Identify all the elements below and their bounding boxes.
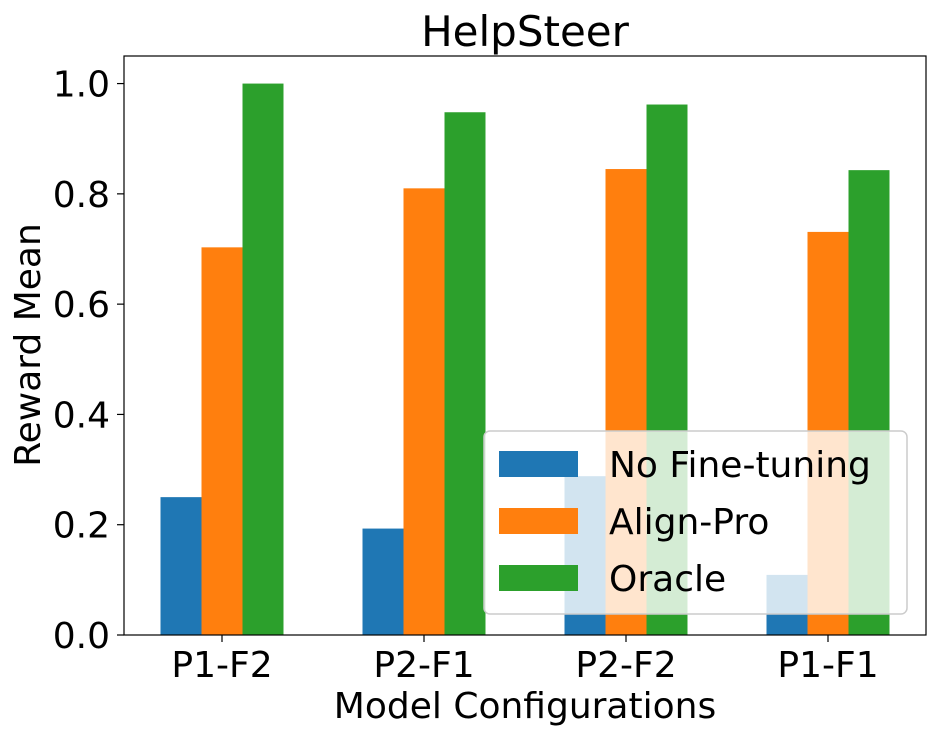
x-tick-label-p2-f2: P2-F2 <box>575 645 676 686</box>
bar-oracle-p2-f1 <box>444 112 486 635</box>
x-axis-label: Model Configurations <box>334 686 716 727</box>
y-tick-label: 0.4 <box>53 395 110 436</box>
legend-label-align-pro: Align-Pro <box>609 502 769 543</box>
chart-title: HelpSteer <box>421 7 630 56</box>
legend-swatch-align-pro <box>499 508 578 534</box>
plot-frame <box>123 55 927 636</box>
bar-no-fine-tuning-p1-f2 <box>160 497 202 635</box>
x-axis: P1-F2 P2-F1 P2-F2 P1-F1 <box>171 635 879 686</box>
legend: No Fine-tuning Align-Pro Oracle <box>483 430 908 615</box>
legend-swatch-no-fine-tuning <box>499 451 578 477</box>
y-tick-label: 0.2 <box>53 506 110 547</box>
x-tick-label-p2-f1: P2-F1 <box>373 645 474 686</box>
bar-no-fine-tuning-p2-f1 <box>362 528 404 635</box>
y-tick-label: 0.0 <box>53 616 110 657</box>
legend-label-no-fine-tuning: No Fine-tuning <box>609 445 871 486</box>
y-tick-label: 0.8 <box>53 175 110 216</box>
y-tick-label: 1.0 <box>53 65 110 106</box>
bar-oracle-p1-f2 <box>242 83 284 636</box>
x-tick-label-p1-f1: P1-F1 <box>777 645 878 686</box>
y-axis: 0.0 0.2 0.4 0.6 0.8 1.0 <box>53 65 124 657</box>
legend-swatch-oracle <box>499 565 578 591</box>
x-tick-label-p1-f2: P1-F2 <box>171 645 272 686</box>
y-axis-label: Reward Mean <box>8 223 49 467</box>
bar-align-pro-p2-f1 <box>403 188 445 636</box>
legend-box <box>483 430 908 615</box>
legend-label-oracle: Oracle <box>609 559 726 600</box>
bar-align-pro-p1-f2 <box>201 247 243 636</box>
y-tick-label: 0.6 <box>53 285 110 326</box>
